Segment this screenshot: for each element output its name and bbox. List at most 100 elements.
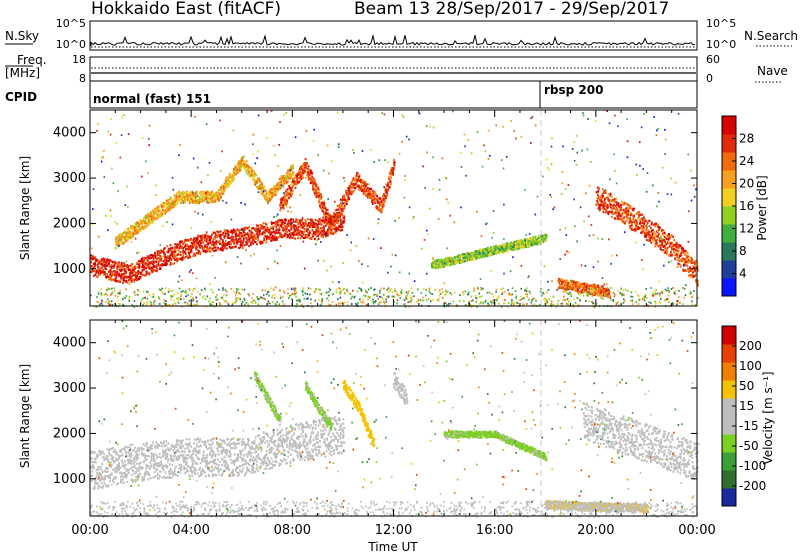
echo-cell	[194, 244, 197, 247]
noise-right-tick-top: 10^5	[706, 17, 736, 30]
echo-cell	[225, 182, 228, 185]
echo-cell	[339, 219, 342, 222]
echo-cell	[332, 220, 335, 223]
echo-cell	[318, 217, 321, 220]
echo-cell	[213, 231, 215, 234]
echo-cell	[164, 255, 167, 259]
echo-cell	[392, 168, 395, 171]
echo-cell	[611, 207, 614, 210]
echo-cell	[570, 286, 572, 289]
echo-cell	[320, 235, 323, 238]
echo-cell	[654, 233, 657, 236]
echo-cell	[335, 212, 338, 215]
echo-cell	[248, 229, 251, 232]
echo-cell	[597, 294, 599, 297]
echo-cell	[281, 185, 284, 188]
echo-cell	[649, 234, 652, 237]
echo-cell	[164, 209, 167, 212]
echo-cell	[652, 235, 654, 238]
echo-cell	[333, 218, 336, 221]
echo-cell	[168, 259, 170, 263]
echo-cell	[142, 221, 145, 225]
echo-cell	[656, 243, 658, 246]
echo-cell	[320, 207, 323, 210]
echo-cell	[158, 250, 160, 253]
echo-cell	[343, 194, 346, 197]
echo-cell	[152, 220, 155, 223]
echo-cell	[266, 230, 269, 233]
echo-cell	[598, 209, 601, 212]
echo-cell	[176, 197, 179, 200]
echo-cell	[352, 190, 355, 193]
echo-cell	[338, 213, 341, 216]
echo-cell	[193, 196, 195, 199]
echo-cell	[279, 209, 282, 212]
echo-cell	[676, 253, 678, 256]
echo-cell	[531, 240, 534, 243]
echo-cell	[244, 168, 247, 171]
echo-cell	[300, 226, 303, 229]
echo-cell	[358, 177, 361, 180]
echo-cell	[184, 251, 186, 254]
echo-cell	[207, 238, 210, 241]
echo-cell	[213, 196, 215, 199]
echo-cell	[320, 219, 323, 222]
echo-cell	[275, 235, 277, 239]
echo-cell	[289, 171, 292, 174]
echo-cell	[338, 205, 341, 208]
echo-cell	[697, 269, 699, 272]
echo-cell	[609, 206, 612, 209]
echo-cell	[565, 283, 568, 287]
echo-cell	[619, 214, 622, 217]
echo-cell	[627, 209, 630, 213]
echo-cell	[295, 220, 298, 223]
echo-cell	[151, 270, 153, 273]
echo-cell	[641, 217, 644, 220]
echo-cell	[315, 222, 318, 225]
echo-cell	[123, 262, 126, 265]
echo-cell	[284, 218, 287, 221]
echo-cell	[174, 250, 176, 254]
echo-cell	[393, 161, 396, 165]
echo-cell	[217, 191, 219, 194]
echo-cell	[290, 294, 293, 296]
echo-cell	[269, 233, 272, 236]
echo-cell	[192, 198, 195, 202]
echo-cell	[222, 232, 225, 235]
echo-cell	[259, 186, 262, 189]
echo-cell	[96, 275, 99, 278]
echo-cell	[595, 203, 598, 207]
echo-cell	[302, 165, 304, 168]
echo-cell	[526, 243, 528, 246]
echo-cell	[657, 245, 660, 248]
echo-cell	[302, 176, 304, 179]
echo-cell	[259, 181, 262, 184]
echo-cell	[233, 240, 236, 243]
echo-cell	[492, 295, 495, 298]
echo-cell	[257, 239, 260, 242]
echo-cell	[127, 276, 130, 279]
echo-cell	[599, 291, 602, 294]
echo-cell	[674, 245, 677, 248]
echo-cell	[285, 182, 288, 185]
echo-cell	[645, 224, 648, 227]
echo-cell	[217, 230, 220, 234]
echo-cell	[112, 266, 115, 269]
echo-cell	[254, 240, 257, 244]
echo-cell	[475, 254, 478, 258]
echo-cell	[215, 197, 218, 200]
echo-cell	[108, 260, 111, 263]
echo-cell	[322, 231, 325, 234]
echo-cell	[271, 294, 274, 297]
echo-cell	[324, 207, 327, 210]
echo-cell	[179, 240, 182, 243]
echo-cell	[218, 234, 220, 237]
echo-cell	[339, 206, 342, 209]
echo-cell	[317, 226, 319, 229]
echo-cell	[337, 214, 340, 217]
echo-cell	[586, 285, 588, 288]
echo-cell	[436, 267, 439, 270]
echo-cell	[171, 252, 174, 255]
echo-cell	[681, 246, 683, 249]
echo-cell	[600, 289, 603, 292]
